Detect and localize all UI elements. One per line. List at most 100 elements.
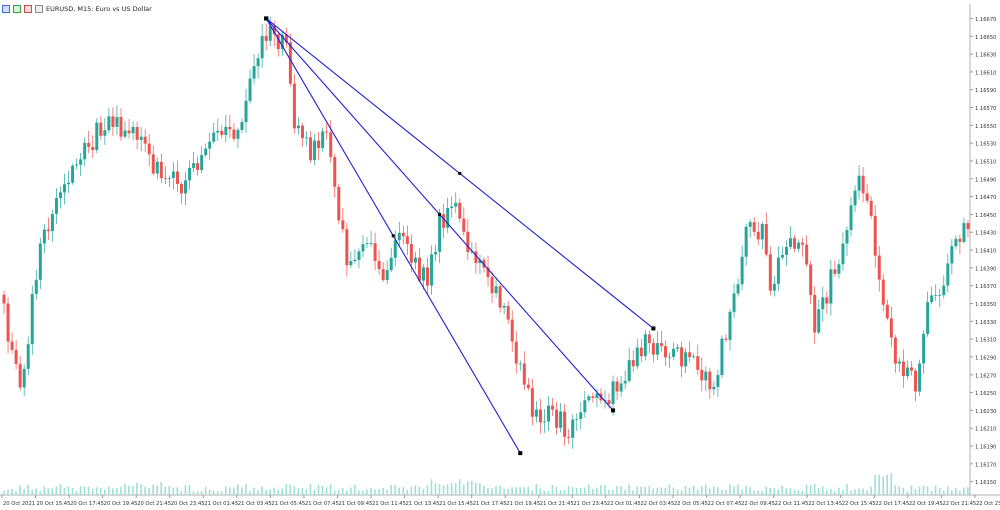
volume-bar <box>333 490 336 495</box>
bull-candle <box>841 243 845 265</box>
volume-bar <box>47 488 50 495</box>
volume-bar <box>954 488 957 495</box>
bear-candle <box>345 229 349 266</box>
bear-candle <box>567 436 571 438</box>
x-tick-label: 22 Oct 09:45 <box>741 501 775 507</box>
bull-candle <box>123 130 127 137</box>
volume-bar <box>712 486 715 495</box>
bear-candle <box>663 346 667 358</box>
bull-candle <box>938 295 942 296</box>
volume-bar <box>349 487 352 495</box>
bear-candle <box>530 388 534 417</box>
volume-bar <box>967 487 969 495</box>
bull-candle <box>518 363 522 365</box>
volume-bar <box>507 488 509 495</box>
bear-candle <box>317 140 321 149</box>
volume-bar <box>442 485 445 495</box>
bull-candle <box>171 171 175 178</box>
bull-candle <box>155 161 159 174</box>
trendline-mid-handle[interactable] <box>458 171 462 175</box>
volume-bar <box>184 485 187 495</box>
bull-candle <box>71 165 75 183</box>
chart-tool-icon[interactable] <box>2 5 10 13</box>
bull-candle <box>837 264 841 274</box>
volume-bar <box>910 485 913 495</box>
volume-bar <box>813 483 816 495</box>
volume-bar <box>765 486 768 495</box>
volume-bar <box>946 486 949 495</box>
bear-candle <box>288 42 292 84</box>
bull-candle <box>256 58 260 67</box>
volume-bar <box>313 489 316 495</box>
trendline-handle[interactable] <box>651 326 656 331</box>
volume-bar <box>854 489 856 495</box>
bear-candle <box>329 132 333 158</box>
bear-candle <box>99 122 103 136</box>
bear-candle <box>401 232 405 237</box>
bear-candle <box>196 163 200 171</box>
bear-candle <box>966 223 970 229</box>
bear-candle <box>325 131 329 133</box>
volume-bar <box>176 487 179 495</box>
volume-bar <box>886 474 889 495</box>
bull-candle <box>780 254 784 258</box>
bear-candle <box>833 269 837 274</box>
x-tick-label: 22 Oct 03:45 <box>640 501 674 507</box>
trendline-mid-handle[interactable] <box>391 234 395 238</box>
bear-candle <box>768 254 772 291</box>
bull-candle <box>740 256 744 285</box>
volume-bar <box>656 488 659 495</box>
volume-bar <box>128 485 130 495</box>
bear-candle <box>647 334 651 344</box>
volume-bar <box>116 487 118 495</box>
volume-bar <box>591 488 594 495</box>
bull-candle <box>575 418 579 420</box>
volume-bar <box>809 484 812 495</box>
bull-candle <box>655 343 659 355</box>
volume-bar <box>511 487 513 495</box>
volume-bar <box>842 489 844 495</box>
volume-bar <box>918 486 921 495</box>
trendline-mid-handle[interactable] <box>438 212 442 216</box>
volume-bar <box>959 490 961 495</box>
settings-icon[interactable] <box>35 5 43 13</box>
volume-bar <box>422 488 425 495</box>
bull-candle <box>930 295 934 303</box>
bull-candle <box>268 25 272 41</box>
volume-bar <box>664 487 667 495</box>
trendline-handle[interactable] <box>518 451 523 456</box>
volume-bar <box>608 489 610 495</box>
x-tick-label: 20 Oct 23:45 <box>171 501 205 507</box>
bull-candle <box>413 257 417 263</box>
volume-bar <box>394 484 396 495</box>
trade-icon[interactable] <box>24 5 32 13</box>
bull-candle <box>720 338 724 375</box>
volume-bar <box>781 485 784 495</box>
trendline-handle[interactable] <box>264 16 269 21</box>
bear-candle <box>220 130 224 135</box>
volume-bar <box>406 489 409 495</box>
y-tick-label: 1.16150 <box>975 480 996 486</box>
bear-candle <box>111 116 115 127</box>
volume-bar <box>628 484 630 495</box>
bear-candle <box>958 238 962 242</box>
bull-candle <box>50 213 54 232</box>
volume-bar <box>220 490 223 495</box>
volume-bar <box>543 490 546 495</box>
x-tick-label: 22 Oct 01:45 <box>607 501 641 507</box>
bull-candle <box>446 207 450 228</box>
y-tick-label: 1.16550 <box>975 124 996 130</box>
volume-bar <box>527 486 530 495</box>
volume-bar <box>906 491 909 495</box>
volume-bar <box>269 489 271 495</box>
volume-bar <box>71 488 74 495</box>
volume-bar <box>51 487 54 495</box>
bear-candle <box>490 276 494 294</box>
bear-candle <box>159 161 163 179</box>
bull-candle <box>748 222 752 227</box>
bar-icon[interactable] <box>13 5 21 13</box>
bear-candle <box>591 396 595 398</box>
trendline-handle[interactable] <box>611 408 616 413</box>
